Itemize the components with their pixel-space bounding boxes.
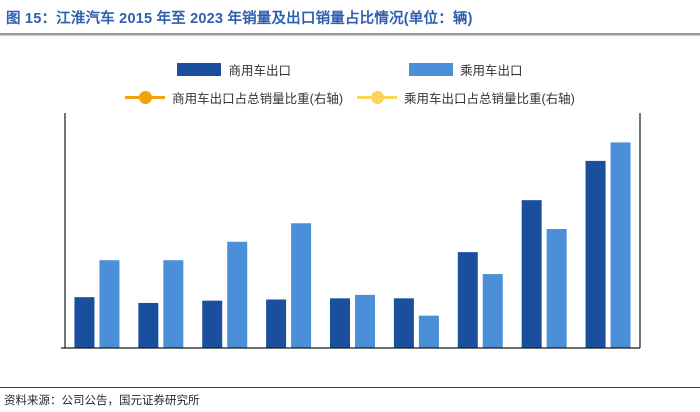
- bar: [74, 297, 95, 348]
- legend-line-marker-commercial-icon: [125, 91, 166, 104]
- bar: [202, 300, 223, 348]
- bar: [610, 142, 631, 348]
- bar: [227, 241, 248, 348]
- chart-legend: 商用车出口 乘用车出口 商用车出口占总销量比重(右轴) 乘用车出口占总销量比重(…: [0, 60, 700, 116]
- bar: [482, 274, 503, 348]
- bar: [330, 298, 350, 348]
- legend-row-bars: 商用车出口 乘用车出口: [0, 60, 700, 79]
- legend-row-lines: 商用车出口占总销量比重(右轴) 乘用车出口占总销量比重(右轴): [0, 88, 700, 107]
- bar: [546, 229, 567, 348]
- bar: [163, 260, 184, 348]
- bar: [99, 260, 120, 348]
- bar: [393, 298, 414, 348]
- legend-swatch-commercial-icon: [177, 63, 222, 76]
- bar: [585, 160, 606, 348]
- bar: [457, 252, 478, 348]
- bar: [521, 200, 542, 348]
- legend-label-commercial: 商用车出口: [228, 64, 291, 78]
- legend-label-commercial-share: 商用车出口占总销量比重(右轴): [172, 92, 343, 106]
- legend-line-marker-passenger-icon: [357, 91, 397, 104]
- bar: [355, 294, 375, 348]
- legend-swatch-passenger-icon: [409, 63, 453, 76]
- source-note: 资料来源：公司公告，国元证券研究所: [4, 395, 200, 407]
- legend-label-passenger: 乘用车出口: [460, 64, 523, 78]
- figure-title: 图 15：江淮汽车 2015 年至 2023 年销量及出口销量占比情况(单位：辆…: [6, 11, 473, 27]
- chart-canvas: [61, 113, 641, 349]
- legend-item-commercial-share: 商用车出口占总销量比重(右轴): [125, 88, 343, 107]
- bar: [266, 299, 287, 348]
- legend-label-passenger-share: 乘用车出口占总销量比重(右轴): [404, 92, 575, 106]
- legend-item-commercial-export: 商用车出口: [177, 60, 291, 79]
- bar: [291, 223, 312, 348]
- bar: [418, 315, 439, 348]
- title-divider: [0, 33, 700, 36]
- footer-divider: [0, 387, 700, 388]
- legend-item-passenger-export: 乘用车出口: [409, 60, 523, 79]
- legend-item-passenger-share: 乘用车出口占总销量比重(右轴): [357, 88, 575, 107]
- bar: [138, 302, 159, 348]
